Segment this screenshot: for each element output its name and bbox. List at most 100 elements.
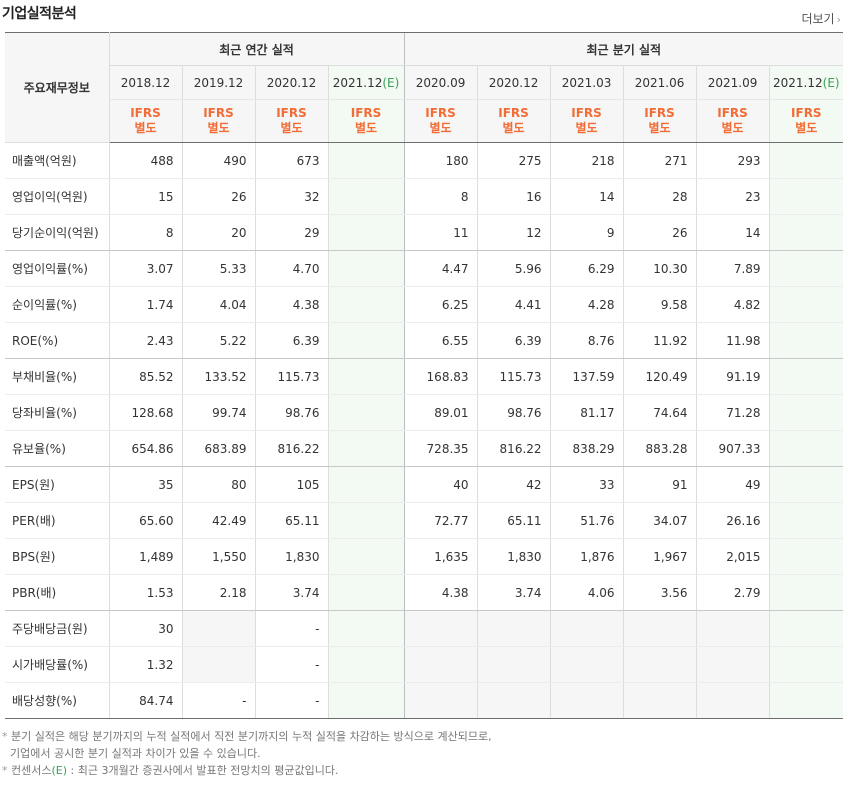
data-cell: 4.38 — [254, 286, 328, 323]
data-cell: 26 — [622, 214, 697, 251]
data-cell — [549, 682, 624, 719]
row-label: PBR(배) — [5, 574, 110, 611]
data-cell: 26.16 — [695, 502, 770, 539]
data-cell: 1,635 — [403, 538, 478, 575]
data-cell: 4.82 — [695, 286, 770, 323]
data-cell: 34.07 — [622, 502, 697, 539]
row-label: 순이익률(%) — [5, 286, 110, 323]
data-cell: 20 — [181, 214, 255, 251]
ifrs-badge: IFRS 별도 — [109, 99, 182, 143]
data-cell: 35 — [109, 466, 182, 503]
data-cell: 1.32 — [109, 646, 182, 683]
data-cell — [695, 610, 770, 647]
data-cell: 15 — [109, 178, 182, 215]
ifrs-badge: IFRS 별도 — [549, 99, 624, 143]
row-label: 매출액(억원) — [5, 142, 110, 179]
data-cell: 8 — [403, 178, 478, 215]
data-cell: 275 — [476, 142, 551, 179]
data-cell: 91 — [622, 466, 697, 503]
data-cell: 9.58 — [622, 286, 697, 323]
data-cell: 4.47 — [403, 250, 478, 287]
data-cell: 673 — [254, 142, 328, 179]
table-row: 순이익률(%) 1.74 4.04 4.38 6.25 4.41 4.28 9.58 4.82 — [5, 286, 844, 323]
data-cell — [476, 646, 551, 683]
data-cell: 65.60 — [109, 502, 182, 539]
period-label: 2021.06 — [634, 75, 685, 90]
table-row: 당기순이익(억원) 8 20 29 11 12 9 26 14 — [5, 214, 844, 251]
period-header: 2020.09 — [403, 65, 478, 100]
data-cell: 40 — [403, 466, 478, 503]
data-cell: 2.43 — [109, 322, 182, 359]
row-label: 당기순이익(억원) — [5, 214, 110, 251]
annual-group-header: 최근 연간 실적 — [109, 32, 405, 66]
data-cell: 4.06 — [549, 574, 624, 611]
data-cell: 1.74 — [109, 286, 182, 323]
data-cell: 3.07 — [109, 250, 182, 287]
data-cell: 4.28 — [549, 286, 624, 323]
data-cell: 84.74 — [109, 682, 182, 719]
data-cell — [695, 646, 770, 683]
data-cell: 115.73 — [254, 358, 328, 395]
data-cell: 271 — [622, 142, 697, 179]
row-label: 영업이익(억원) — [5, 178, 110, 215]
ifrs-label: IFRS — [717, 106, 748, 120]
data-cell: 1,550 — [181, 538, 255, 575]
data-cell — [327, 502, 405, 539]
estimate-marker: (E) — [382, 75, 400, 90]
data-cell: 137.59 — [549, 358, 624, 395]
data-cell: - — [254, 682, 328, 719]
data-cell — [181, 610, 255, 647]
data-cell: - — [181, 682, 255, 719]
data-cell: 168.83 — [403, 358, 478, 395]
data-cell: 85.52 — [109, 358, 182, 395]
data-cell — [549, 610, 624, 647]
data-cell: 30 — [109, 610, 182, 647]
data-cell: - — [254, 610, 328, 647]
data-cell — [768, 394, 844, 431]
data-cell — [768, 250, 844, 287]
more-link[interactable]: 더보기 › — [801, 10, 841, 27]
data-cell — [327, 430, 405, 467]
data-cell: 816.22 — [254, 430, 328, 467]
data-cell: 11 — [403, 214, 478, 251]
data-cell: 65.11 — [254, 502, 328, 539]
data-cell: 654.86 — [109, 430, 182, 467]
data-cell: 11.92 — [622, 322, 697, 359]
data-cell — [327, 214, 405, 251]
data-cell: 89.01 — [403, 394, 478, 431]
period-header: 2020.12 — [254, 65, 328, 100]
row-label: 배당성향(%) — [5, 682, 110, 719]
period-label: 2021.09 — [707, 75, 758, 90]
data-cell — [327, 142, 405, 179]
footnote-1: * 분기 실적은 해당 분기까지의 누적 실적에서 직전 분기까지의 누적 실적… — [2, 728, 492, 745]
ifrs-badge: IFRS 별도 — [622, 99, 697, 143]
data-cell: 3.74 — [254, 574, 328, 611]
data-cell — [768, 682, 844, 719]
period-label: 2018.12 — [120, 75, 171, 90]
data-cell — [181, 646, 255, 683]
row-label: 영업이익률(%) — [5, 250, 110, 287]
row-label: 당좌비율(%) — [5, 394, 110, 431]
period-header: 2021.06 — [622, 65, 697, 100]
data-cell — [327, 286, 405, 323]
data-cell — [549, 646, 624, 683]
more-label: 더보기 — [801, 12, 835, 26]
data-cell: 32 — [254, 178, 328, 215]
period-header: 2021.12(E) — [768, 65, 844, 100]
data-cell: 128.68 — [109, 394, 182, 431]
data-cell: 838.29 — [549, 430, 624, 467]
footnote-1-text: 분기 실적은 해당 분기까지의 누적 실적에서 직전 분기까지의 누적 실적을 … — [11, 730, 492, 743]
data-cell: 12 — [476, 214, 551, 251]
data-cell: 7.89 — [695, 250, 770, 287]
data-cell: 816.22 — [476, 430, 551, 467]
table-row: PBR(배) 1.53 2.18 3.74 4.38 3.74 4.06 3.56 2.79 — [5, 574, 844, 611]
ifrs-label: IFRS — [498, 106, 529, 120]
ifrs-label: IFRS — [130, 106, 161, 120]
row-label: PER(배) — [5, 502, 110, 539]
ifrs-badge: IFRS 별도 — [768, 99, 844, 143]
data-cell: 105 — [254, 466, 328, 503]
data-cell: 42.49 — [181, 502, 255, 539]
data-cell — [327, 610, 405, 647]
data-cell: 6.25 — [403, 286, 478, 323]
data-cell: 74.64 — [622, 394, 697, 431]
